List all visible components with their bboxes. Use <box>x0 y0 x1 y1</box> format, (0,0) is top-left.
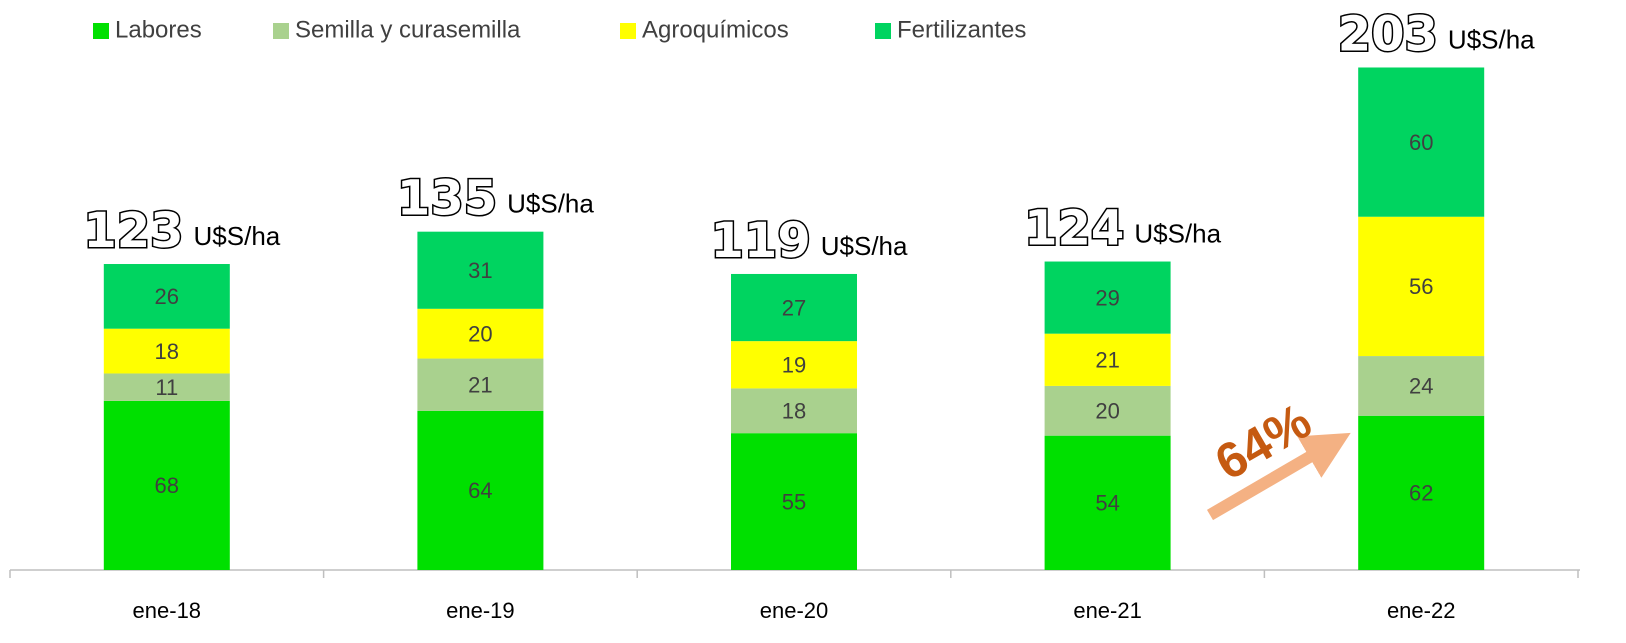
bar-segment <box>1044 261 1171 334</box>
legend-swatch <box>93 23 109 39</box>
data-label: 55 <box>782 489 806 514</box>
bar-segment <box>103 400 230 570</box>
total-value: 135 <box>397 171 497 227</box>
bar-segment <box>1358 415 1485 570</box>
data-label: 18 <box>782 399 806 424</box>
data-label: 31 <box>468 258 492 283</box>
legend-label: Agroquímicos <box>642 16 789 43</box>
data-label: 54 <box>1095 491 1119 516</box>
legend-swatch <box>273 23 289 39</box>
legend-label: Fertilizantes <box>897 16 1026 43</box>
total-unit: U$S/ha <box>1134 218 1221 248</box>
bar-segment <box>103 328 230 374</box>
x-tick-label: ene-21 <box>1073 598 1142 623</box>
legend-swatch <box>875 23 891 39</box>
bar-segment <box>731 273 857 342</box>
bar-segment <box>417 231 544 309</box>
bar-segment <box>1358 67 1485 217</box>
bar-segment <box>1358 356 1485 416</box>
data-label: 11 <box>155 375 178 400</box>
data-label: 21 <box>1095 348 1119 373</box>
total-label: 203 U$S/ha <box>1338 6 1535 62</box>
bar-segment <box>1044 333 1171 386</box>
data-label: 56 <box>1409 274 1433 299</box>
total-label: 123 U$S/ha <box>83 203 280 259</box>
data-label: 21 <box>468 372 492 397</box>
bar-segment <box>417 308 544 359</box>
total-label: 119 U$S/ha <box>711 213 908 269</box>
total-value: 119 <box>711 213 811 269</box>
data-label: 60 <box>1409 130 1433 155</box>
x-tick-label: ene-20 <box>760 598 829 623</box>
total-label: 124 U$S/ha <box>1024 201 1221 257</box>
data-label: 29 <box>1095 285 1119 310</box>
legend-swatch <box>620 23 636 39</box>
x-tick-label: ene-19 <box>446 598 515 623</box>
total-value: 124 <box>1024 201 1124 257</box>
arrow <box>1206 432 1351 521</box>
data-label: 20 <box>1095 399 1119 424</box>
bar-segment <box>417 358 544 411</box>
x-tick-label: ene-22 <box>1387 598 1456 623</box>
bar-segment <box>731 388 857 434</box>
bar-segment <box>417 410 544 570</box>
bar-segment <box>1044 435 1171 570</box>
total-unit: U$S/ha <box>821 231 908 261</box>
total-unit: U$S/ha <box>507 189 594 219</box>
data-label: 27 <box>782 295 806 320</box>
total-unit: U$S/ha <box>194 221 281 251</box>
data-label: 18 <box>155 339 179 364</box>
bar-segment <box>731 341 857 389</box>
bar-segment <box>1044 385 1171 436</box>
data-label: 19 <box>782 353 806 378</box>
total-unit: U$S/ha <box>1448 24 1535 54</box>
legend-label: Semilla y curasemilla <box>295 16 521 43</box>
bar-segment <box>731 433 857 570</box>
data-label: 26 <box>155 284 179 309</box>
bar-segment <box>1358 216 1485 357</box>
data-label: 62 <box>1409 481 1433 506</box>
legend-label: Labores <box>115 16 202 43</box>
total-value: 203 <box>1338 6 1438 62</box>
total-label: 135 U$S/ha <box>397 171 594 227</box>
data-label: 68 <box>155 473 179 498</box>
bar-segment <box>103 373 230 401</box>
data-label: 64 <box>468 478 492 503</box>
x-tick-label: ene-18 <box>133 598 202 623</box>
annotation: 64% <box>1206 392 1321 491</box>
data-label: 20 <box>468 321 492 346</box>
bar-segment <box>103 264 230 329</box>
data-label: 24 <box>1409 374 1433 399</box>
total-value: 123 <box>83 203 183 259</box>
